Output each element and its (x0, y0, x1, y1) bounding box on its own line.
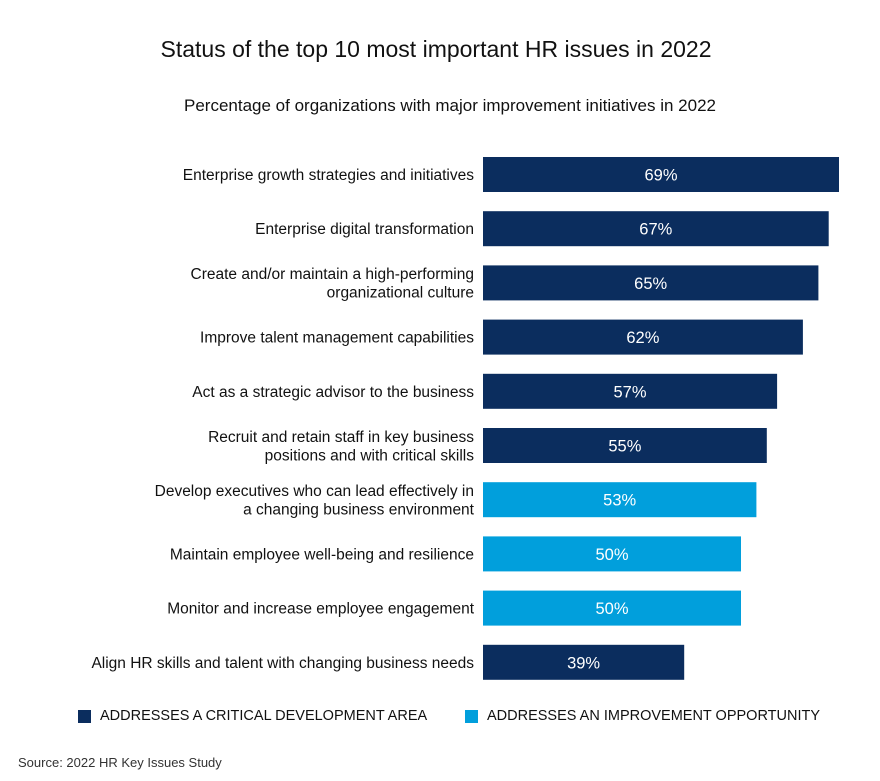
legend-label-critical: ADDRESSES A CRITICAL DEVELOPMENT AREA (100, 708, 428, 724)
category-label-7: Develop executives who can lead effectiv… (155, 483, 475, 519)
bar-3 (483, 265, 819, 301)
bar-8 (483, 536, 741, 572)
source-note: Source: 2022 HR Key Issues Study (18, 755, 222, 770)
chart-title: Status of the top 10 most important HR i… (160, 36, 712, 62)
chart-subtitle: Percentage of organizations with major i… (184, 96, 716, 115)
category-label-5: Act as a strategic advisor to the busine… (192, 384, 474, 401)
category-label-10: Align HR skills and talent with changing… (91, 655, 474, 672)
bar-9 (483, 590, 741, 626)
bar-2 (483, 211, 829, 247)
legend: ADDRESSES A CRITICAL DEVELOPMENT AREA AD… (0, 708, 880, 728)
category-label-8: Maintain employee well-being and resilie… (170, 546, 474, 563)
category-label-9: Monitor and increase employee engagement (167, 601, 474, 618)
legend-item-critical: ADDRESSES A CRITICAL DEVELOPMENT AREA (78, 708, 427, 724)
value-label-6: 55% (608, 438, 641, 456)
category-label-2: Enterprise digital transformation (255, 221, 474, 238)
category-label-6: Recruit and retain staff in key business… (208, 429, 474, 465)
value-label-7: 53% (603, 492, 636, 510)
legend-item-improvement: ADDRESSES AN IMPROVEMENT OPPORTUNITY (465, 708, 820, 724)
bar-4 (483, 319, 803, 355)
category-label-3: Create and/or maintain a high-performing… (191, 266, 474, 302)
bar-10 (483, 644, 685, 680)
legend-swatch-improvement (465, 709, 478, 723)
legend-swatch-critical (78, 709, 91, 723)
value-label-10: 39% (567, 654, 600, 672)
category-label-4: Improve talent management capabilities (200, 330, 474, 347)
value-label-4: 62% (626, 329, 659, 347)
bar-chart: 69% Enterprise growth strategies and init… (91, 157, 839, 680)
legend-label-improvement: ADDRESSES AN IMPROVEMENT OPPORTUNITY (487, 708, 821, 724)
category-label-1: Enterprise growth strategies and initiat… (183, 167, 474, 184)
value-label-3: 65% (634, 275, 667, 293)
bar-5 (483, 373, 778, 409)
value-label-1: 69% (644, 167, 677, 185)
bar-6 (483, 428, 767, 463)
value-label-5: 57% (613, 383, 646, 401)
value-label-2: 67% (639, 221, 672, 239)
bar-1 (483, 157, 839, 192)
bar-7 (483, 482, 757, 518)
value-label-9: 50% (595, 600, 628, 618)
value-label-8: 50% (595, 546, 628, 564)
